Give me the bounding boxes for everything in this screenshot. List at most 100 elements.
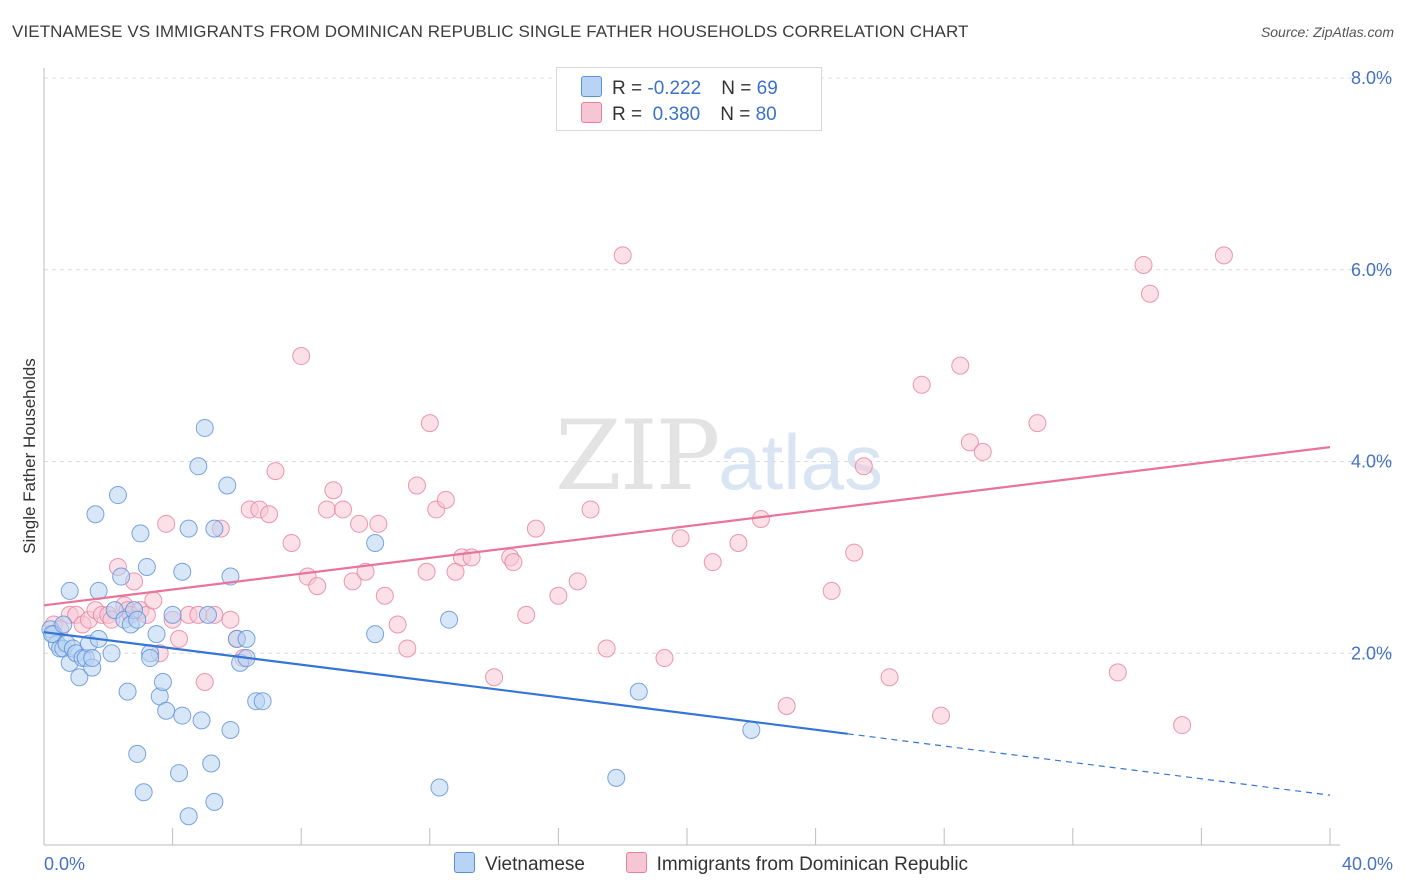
dominican-point: [324, 481, 343, 500]
vietnamese-point: [86, 505, 105, 524]
vietnamese-point: [198, 605, 217, 624]
vietnamese-point: [153, 673, 172, 692]
y-tick-label: 2.0%: [1351, 643, 1392, 663]
dominican-point: [388, 615, 407, 634]
vietnamese-point: [237, 629, 256, 648]
legend-swatch-blue: [581, 76, 602, 97]
dominican-point: [195, 673, 214, 692]
dominican-point: [549, 586, 568, 605]
vietnamese-point: [366, 625, 385, 644]
legend-n-label: N =: [720, 104, 756, 125]
dominican-point: [568, 572, 587, 591]
vietnamese-point: [137, 557, 156, 576]
dominican-point: [655, 649, 674, 668]
x-tick-label: 40.0%: [1342, 854, 1393, 874]
legend-n-value: 80: [755, 104, 777, 125]
legend-n-value: 69: [756, 78, 778, 99]
dominican-point: [260, 505, 279, 524]
watermark-zip: ZIP: [555, 400, 720, 512]
correlation-legend: R = -0.222 N = 69 R = 0.380 N = 80: [556, 67, 822, 131]
legend-r-value: -0.222: [647, 78, 702, 99]
dominican-point: [398, 639, 417, 658]
dominican-point: [504, 553, 523, 572]
dominican-point: [822, 581, 841, 600]
series-label-vietnamese: Vietnamese: [485, 854, 585, 875]
vietnamese-point: [218, 476, 237, 495]
dominican-point: [613, 246, 632, 265]
series-label-dominican: Immigrants from Dominican Republic: [656, 854, 969, 875]
dominican-point: [308, 577, 327, 596]
vietnamese-point: [60, 581, 79, 600]
vietnamese-point: [440, 610, 459, 629]
vietnamese-point: [607, 768, 626, 787]
vietnamese-point: [742, 720, 761, 739]
vietnamese-point: [221, 720, 240, 739]
dominican-point: [417, 562, 436, 581]
dominican-point: [973, 442, 992, 461]
vietnamese-point: [205, 519, 224, 538]
dominican-point: [144, 591, 163, 610]
dominican-point: [526, 519, 545, 538]
y-tick-label: 8.0%: [1351, 68, 1392, 88]
dominican-point: [292, 347, 311, 366]
dominican-point: [157, 514, 176, 533]
vietnamese-point: [195, 418, 214, 437]
dominican-point: [333, 500, 352, 519]
dominican-point: [581, 500, 600, 519]
dominican-point: [931, 706, 950, 725]
vietnamese-point: [70, 668, 89, 687]
chart-title: VIETNAMESE VS IMMIGRANTS FROM DOMINICAN …: [12, 22, 969, 41]
dominican-point: [407, 476, 426, 495]
vietnamese-point: [157, 701, 176, 720]
vietnamese-point: [366, 533, 385, 552]
vietnamese-point: [173, 562, 192, 581]
vietnamese-point: [112, 567, 131, 586]
dominican-point: [170, 629, 189, 648]
dominican-point: [517, 605, 536, 624]
legend-row-vietnamese: R = -0.222 N = 69: [581, 76, 778, 100]
vietnamese-point: [202, 754, 221, 773]
dominican-point: [912, 375, 931, 394]
vietnamese-point: [629, 682, 648, 701]
vietnamese-point: [173, 706, 192, 725]
legend-n-label: N =: [721, 78, 757, 99]
dominican-point: [221, 610, 240, 629]
vietnamese-point: [83, 649, 102, 668]
dominican-point: [703, 553, 722, 572]
dominican-point: [751, 510, 770, 529]
dominican-point: [343, 572, 362, 591]
dominican-point: [266, 462, 285, 481]
dominican-point: [317, 500, 336, 519]
y-tick-label: 6.0%: [1351, 260, 1392, 280]
vietnamese-point: [128, 744, 147, 763]
series-legend: Vietnamese Immigrants from Dominican Rep…: [454, 852, 968, 876]
dominican-point: [597, 639, 616, 658]
vietnamese-point: [170, 764, 189, 783]
dominican-point: [420, 414, 439, 433]
vietnamese-point: [430, 778, 449, 797]
dominican-point: [369, 514, 388, 533]
series-swatch-vietnamese: [454, 852, 475, 873]
vietnamese-trend-extension: [847, 733, 1331, 796]
dominican-point: [356, 562, 375, 581]
vietnamese-point: [179, 519, 198, 538]
legend-r-value: 0.380: [647, 104, 701, 125]
dominican-point: [777, 696, 796, 715]
dominican-point: [1140, 284, 1159, 303]
dominican-point: [880, 668, 899, 687]
dominican-point: [729, 533, 748, 552]
vietnamese-point: [253, 692, 272, 711]
dominican-trend-line: [43, 446, 1331, 607]
vietnamese-point: [179, 807, 198, 826]
vietnamese-point: [163, 605, 182, 624]
vietnamese-point: [54, 615, 73, 634]
legend-swatch-pink: [581, 102, 602, 123]
vietnamese-point: [128, 610, 147, 629]
dominican-point: [845, 543, 864, 562]
vietnamese-point: [118, 682, 137, 701]
vietnamese-point: [102, 644, 121, 663]
dominican-point: [375, 586, 394, 605]
dominican-point: [350, 514, 369, 533]
legend-r-label: R =: [612, 78, 648, 99]
dominican-point: [951, 356, 970, 375]
